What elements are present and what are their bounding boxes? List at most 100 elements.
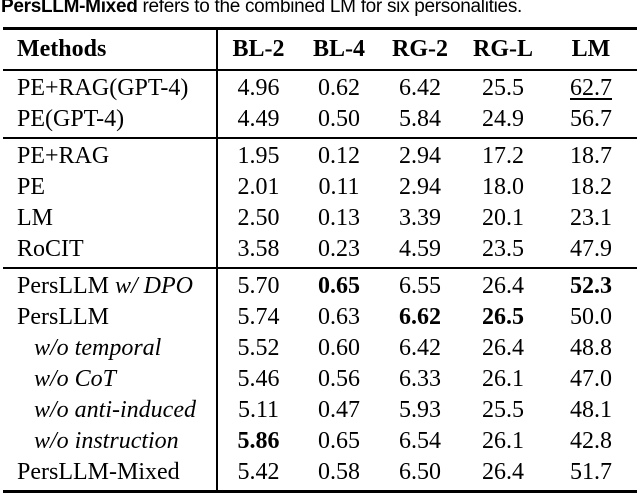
value-cell: 0.65 — [318, 428, 360, 454]
value-cell: 20.1 — [482, 205, 524, 231]
value-cell: 4.59 — [399, 236, 441, 262]
value-cell: 47.9 — [570, 236, 612, 262]
value-cell: 18.7 — [570, 143, 612, 169]
value-cell: 0.58 — [318, 459, 360, 485]
method-label: PE — [3, 172, 218, 203]
value-cell: 18.2 — [570, 174, 612, 200]
method-label: PE+RAG — [3, 138, 218, 172]
value-cell: 5.93 — [399, 397, 441, 423]
table-row: PE(GPT-4) 4.49 0.50 5.84 24.9 56.7 — [3, 104, 637, 138]
value-cell: 5.70 — [237, 273, 280, 299]
method-label: LM — [3, 203, 218, 234]
value-cell: 26.5 — [482, 304, 524, 330]
value-cell: 5.46 — [237, 366, 280, 392]
value-cell: 5.52 — [237, 335, 280, 361]
table-header: Methods BL-2 BL-4 RG-2 RG-L LM — [3, 28, 637, 70]
method-label: PersLLM — [3, 302, 218, 333]
method-label: PE+RAG(GPT-4) — [3, 70, 218, 104]
table-row: PE+RAG 1.95 0.12 2.94 17.2 18.7 — [3, 138, 637, 172]
value-cell: 5.86 — [237, 428, 280, 454]
value-cell: 0.63 — [318, 304, 360, 330]
value-cell: 23.5 — [482, 236, 524, 262]
value-cell: 5.84 — [399, 106, 441, 132]
value-cell: 0.65 — [318, 273, 360, 299]
value-cell: 47.0 — [570, 366, 612, 392]
method-label: w/o instruction — [3, 426, 218, 457]
value-cell: 0.23 — [318, 236, 360, 262]
value-cell: 25.5 — [482, 397, 524, 423]
value-cell: 25.5 — [482, 75, 524, 101]
value-cell: 6.42 — [399, 75, 441, 101]
table-row: w/o temporal 5.52 0.60 6.42 26.4 48.8 — [3, 333, 637, 364]
table-row: w/o CoT 5.46 0.56 6.33 26.1 47.0 — [3, 364, 637, 395]
value-cell: 52.3 — [570, 273, 612, 299]
table-row: w/o instruction 5.86 0.65 6.54 26.1 42.8 — [3, 426, 637, 457]
value-cell: 26.4 — [482, 459, 524, 485]
value-cell: 23.1 — [570, 205, 612, 231]
value-cell: 2.50 — [237, 205, 280, 231]
value-cell: 2.94 — [399, 143, 441, 169]
value-cell: 26.4 — [482, 273, 524, 299]
table-row: PersLLM-Mixed 5.42 0.58 6.50 26.4 51.7 — [3, 457, 637, 492]
header-bl2: BL-2 — [232, 36, 285, 62]
value-cell: 0.47 — [318, 397, 360, 423]
value-cell: 48.8 — [570, 335, 612, 361]
value-cell: 26.1 — [482, 428, 524, 454]
method-label: PersLLM-Mixed — [3, 457, 218, 492]
method-label-italic-suffix: w/ DPO — [115, 273, 193, 299]
value-cell: 3.39 — [399, 205, 441, 231]
value-cell: 4.49 — [237, 106, 280, 132]
results-table: Methods BL-2 BL-4 RG-2 RG-L LM PE+RAG(GP… — [3, 27, 637, 493]
value-cell: 6.62 — [399, 304, 441, 330]
table-section-3: PersLLM w/ DPO 5.70 0.65 6.55 26.4 52.3 PersLL… — [3, 268, 637, 492]
value-cell: 0.11 — [318, 174, 360, 200]
method-label: w/o anti-induced — [3, 395, 218, 426]
table-row: PE+RAG(GPT-4) 4.96 0.62 6.42 25.5 62.7 — [3, 70, 637, 104]
caption-rest: refers to the combined LM for six person… — [137, 0, 522, 17]
value-cell: 6.54 — [399, 428, 441, 454]
header-lm: LM — [571, 36, 611, 62]
header-rg2: RG-2 — [392, 36, 448, 62]
header-rgl: RG-L — [473, 36, 533, 62]
header-bl4: BL-4 — [312, 36, 365, 62]
value-cell: 4.96 — [237, 75, 280, 101]
value-cell: 26.1 — [482, 366, 524, 392]
header-row: Methods BL-2 BL-4 RG-2 RG-L LM — [3, 28, 637, 70]
value-cell: 5.42 — [237, 459, 280, 485]
value-cell: 6.50 — [399, 459, 441, 485]
value-cell: 2.94 — [399, 174, 441, 200]
method-label: PE(GPT-4) — [3, 104, 218, 138]
table-section-2: PE+RAG 1.95 0.12 2.94 17.2 18.7 PE 2.01 0.11 2.94… — [3, 138, 637, 268]
value-cell: 0.62 — [318, 75, 360, 101]
table-row: RoCIT 3.58 0.23 4.59 23.5 47.9 — [3, 234, 637, 268]
table-row: LM 2.50 0.13 3.39 20.1 23.1 — [3, 203, 637, 234]
table-section-1: PE+RAG(GPT-4) 4.96 0.62 6.42 25.5 62.7 PE(GPT-… — [3, 70, 637, 138]
value-cell: 0.13 — [318, 205, 360, 231]
table-caption: PersLLM-Mixed refers to the combined LM … — [0, 0, 640, 27]
method-label: w/o temporal — [3, 333, 218, 364]
value-cell: 0.50 — [318, 106, 360, 132]
table-row: w/o anti-induced 5.11 0.47 5.93 25.5 48.1 — [3, 395, 637, 426]
header-methods: Methods — [3, 28, 218, 70]
value-cell: 26.4 — [482, 335, 524, 361]
method-label: w/o CoT — [3, 364, 218, 395]
value-cell: 5.11 — [237, 397, 280, 423]
method-label: RoCIT — [3, 234, 218, 268]
table-row: PE 2.01 0.11 2.94 18.0 18.2 — [3, 172, 637, 203]
value-cell: 6.33 — [399, 366, 441, 392]
value-cell: 24.9 — [482, 106, 524, 132]
value-cell: 1.95 — [237, 143, 280, 169]
value-cell: 2.01 — [237, 174, 280, 200]
value-cell: 5.74 — [237, 304, 280, 330]
value-cell: 18.0 — [482, 174, 524, 200]
table-row: PersLLM w/ DPO 5.70 0.65 6.55 26.4 52.3 — [3, 268, 637, 302]
caption-text: PersLLM-Mixed refers to the combined LM … — [1, 0, 639, 17]
value-cell: 56.7 — [570, 106, 612, 132]
method-label: PersLLM w/ DPO — [3, 268, 218, 302]
value-cell: 0.12 — [318, 143, 360, 169]
value-cell: 50.0 — [570, 304, 612, 330]
value-cell: 17.2 — [482, 143, 524, 169]
value-cell: 0.60 — [318, 335, 360, 361]
caption-bold-term: PersLLM-Mixed — [1, 0, 138, 17]
